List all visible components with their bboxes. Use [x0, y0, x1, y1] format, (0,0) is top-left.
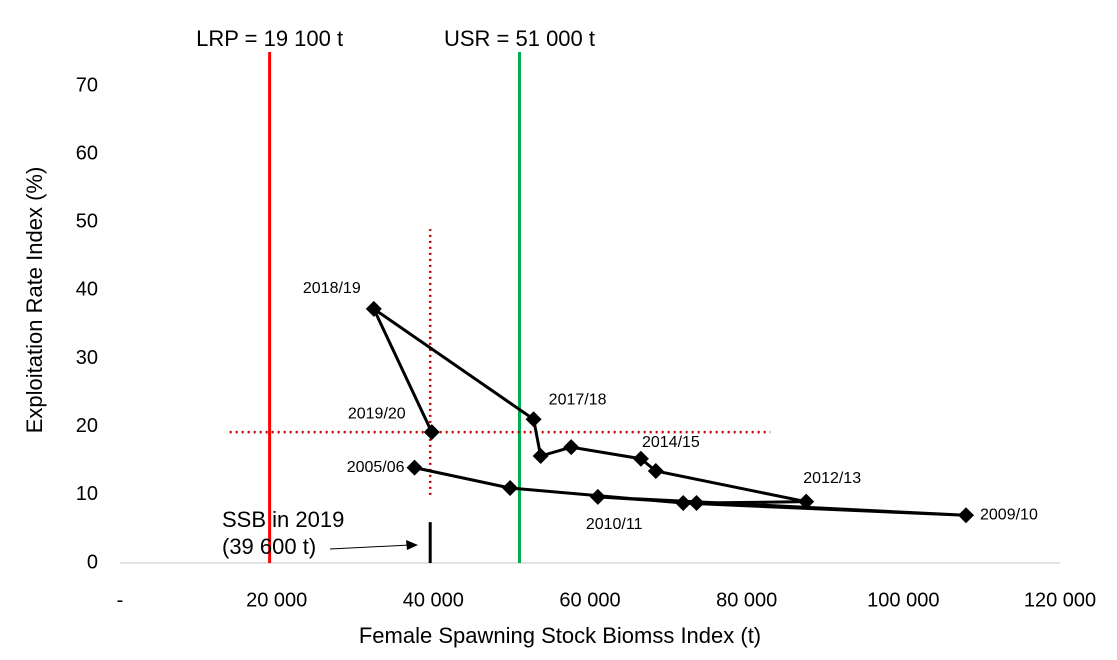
point	[647, 463, 664, 480]
point-label: 2005/06	[347, 459, 405, 476]
reference-label: LRP = 19 100 t	[196, 26, 343, 51]
point-label: 2018/19	[303, 280, 361, 297]
y-tick-label: 20	[76, 415, 98, 437]
arrow-head	[406, 540, 418, 550]
x-tick-label: 100 000	[867, 589, 939, 611]
point-label: 2012/13	[803, 470, 861, 487]
point	[589, 488, 606, 505]
x-tick-label: 80 000	[716, 589, 777, 611]
point	[958, 507, 974, 524]
y-axis-title: Exploitation Rate Index (%)	[22, 167, 47, 434]
y-tick-label: 0	[87, 551, 98, 573]
point	[532, 448, 549, 465]
point	[688, 495, 705, 512]
x-axis-title: Female Spawning Stock Biomss Index (t)	[359, 623, 761, 648]
point-label: 2014/15	[642, 434, 700, 451]
y-tick-label: 50	[76, 211, 98, 233]
point	[502, 480, 519, 497]
point-label: 2009/10	[980, 507, 1038, 524]
x-tick-label: 40 000	[403, 589, 464, 611]
point	[632, 450, 649, 467]
y-tick-label: 40	[76, 279, 98, 301]
y-tick-label: 60	[76, 142, 98, 164]
series-line	[370, 304, 967, 517]
ssb-label: SSB in 2019	[222, 507, 344, 532]
x-tick-label: 120 000	[1024, 589, 1096, 611]
point	[563, 439, 580, 456]
point	[798, 493, 815, 510]
point	[423, 424, 440, 441]
point-label: 2019/20	[348, 405, 406, 422]
y-tick-label: 10	[76, 483, 98, 505]
x-tick-label: 20 000	[246, 589, 307, 611]
arrow	[329, 544, 411, 550]
point-label: 2017/18	[549, 391, 607, 408]
reference-label: USR = 51 000 t	[444, 26, 595, 51]
point	[525, 411, 542, 428]
ssb-label: (39 600 t)	[222, 534, 316, 559]
point-label: 2010/11	[586, 516, 643, 533]
point	[675, 495, 692, 512]
x-tick-label: -	[117, 589, 124, 611]
y-tick-label: 30	[76, 347, 98, 369]
y-tick-label: 70	[76, 74, 98, 96]
point	[406, 459, 423, 476]
point	[365, 300, 382, 317]
x-tick-label: 60 000	[559, 589, 620, 611]
